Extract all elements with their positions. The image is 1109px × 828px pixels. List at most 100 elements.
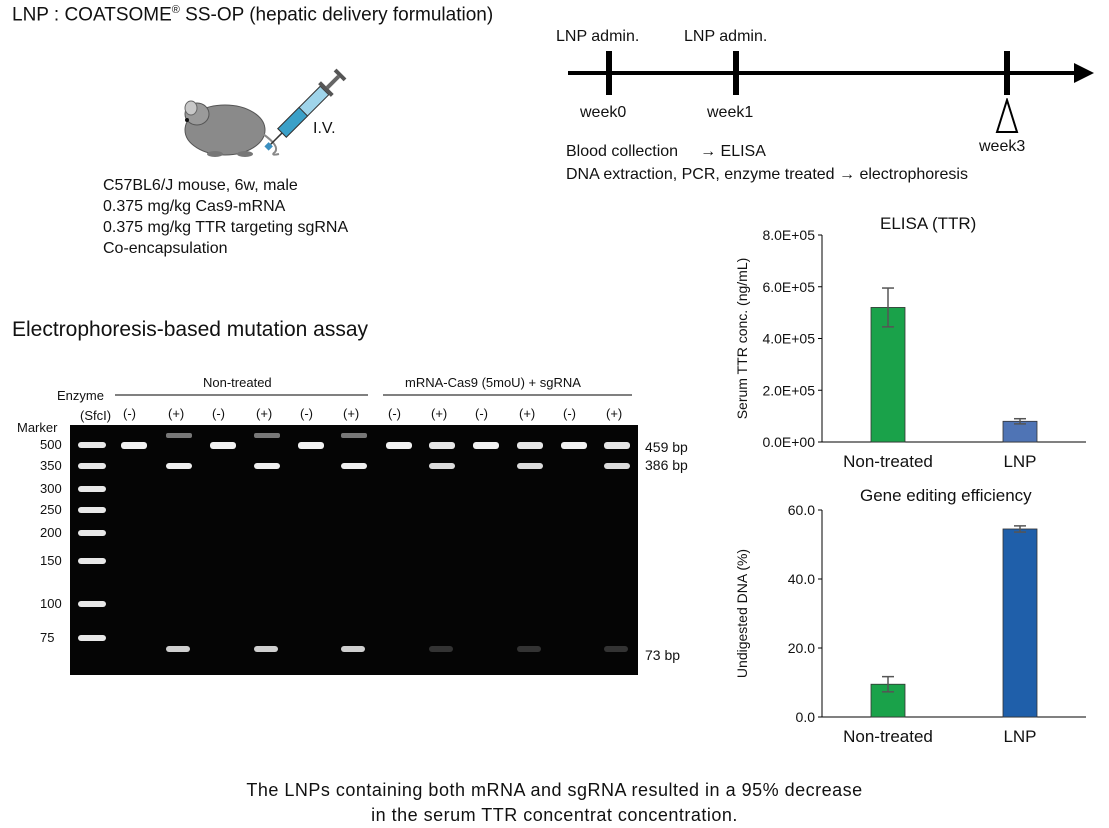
week-label-1: week1 <box>707 104 754 121</box>
sample-band-faint <box>254 433 280 438</box>
x-tick-label: Non-treated <box>843 727 933 746</box>
sample-band-73 <box>517 646 541 652</box>
marker-size-label: 75 <box>40 630 55 645</box>
sample-band-73 <box>166 646 190 652</box>
sample-band-73 <box>254 646 278 652</box>
gel-background <box>70 425 638 675</box>
timeline-axis <box>568 51 1094 95</box>
enzyme-name: (SfcI) <box>80 408 112 423</box>
mouse-injection-illustration <box>184 68 347 157</box>
marker-band <box>78 463 106 469</box>
condition-line: 0.375 mg/kg TTR targeting sgRNA <box>103 219 349 236</box>
conditions-list: C57BL6/J mouse, 6w, male 0.375 mg/kg Cas… <box>103 175 348 259</box>
sample-band-386 <box>341 463 367 469</box>
gel-image <box>70 425 638 675</box>
x-tick-label: Non-treated <box>843 452 933 471</box>
week-label-0: week0 <box>580 104 627 121</box>
sample-band-459 <box>298 442 324 449</box>
blood-collection-marker-icon <box>995 98 1019 133</box>
sample-band-459 <box>604 442 630 449</box>
y-tick-label: 20.0 <box>788 640 815 656</box>
chart-title-editing: Gene editing efficiency <box>860 486 1032 505</box>
group-label-lnp: mRNA-Cas9 (5moU) + sgRNA <box>405 375 581 390</box>
marker-size-label: 350 <box>40 458 62 473</box>
y-axis-label: Undigested DNA (%) <box>734 549 750 678</box>
y-tick-label: 6.0E+05 <box>762 279 815 295</box>
sample-band-386 <box>429 463 455 469</box>
enzyme-label: Enzyme <box>57 388 104 403</box>
sample-band-386 <box>254 463 280 469</box>
lane-label: (-) <box>388 406 401 421</box>
y-tick-label: 8.0E+05 <box>762 227 815 243</box>
y-tick-label: 40.0 <box>788 571 815 587</box>
lane-label: (+) <box>606 406 623 421</box>
y-tick-label: 0.0E+00 <box>762 434 815 450</box>
marker-band <box>78 601 106 607</box>
lane-label: (-) <box>563 406 576 421</box>
elisa-bar-chart: 0.0E+00 2.0E+05 4.0E+05 6.0E+05 8.0E+05 Serum… <box>734 227 1086 471</box>
sample-band-459 <box>517 442 543 449</box>
readout-dna: DNA extraction, PCR, enzyme treated → el… <box>566 166 968 183</box>
footer-line-1: The LNPs containing both mRNA and sgRNA … <box>246 780 863 800</box>
sample-band-386 <box>517 463 543 469</box>
y-axis-label: Serum TTR conc. (ng/mL) <box>734 258 750 420</box>
condition-line: Co-encapsulation <box>103 240 228 257</box>
lane-label: (+) <box>256 406 273 421</box>
chart-title-elisa: ELISA (TTR) <box>880 214 977 233</box>
footer-summary: The LNPs containing both mRNA and sgRNA … <box>0 778 1109 828</box>
condition-line: 0.375 mg/kg Cas9-mRNA <box>103 198 286 215</box>
band-label-459: 459 bp <box>645 439 688 455</box>
sample-band-459 <box>210 442 236 449</box>
marker-size-label: 100 <box>40 596 62 611</box>
marker-band <box>78 486 106 492</box>
marker-size-label: 500 <box>40 437 62 452</box>
marker-size-label: 200 <box>40 525 62 540</box>
bar <box>1002 528 1038 718</box>
y-tick-label: 4.0E+05 <box>762 331 815 347</box>
sample-band-459 <box>561 442 587 449</box>
lane-label: (-) <box>212 406 225 421</box>
sample-band-faint <box>166 433 192 438</box>
week-label-3: week3 <box>979 138 1026 155</box>
sample-band-459 <box>386 442 412 449</box>
sample-band-73 <box>604 646 628 652</box>
syringe-icon <box>264 68 347 151</box>
lane-label: (-) <box>123 406 136 421</box>
gel-section-title: Electrophoresis-based mutation assay <box>12 318 369 341</box>
group-brackets <box>115 394 632 396</box>
marker-band <box>78 635 106 641</box>
bar <box>870 307 906 443</box>
sample-band-386 <box>604 463 630 469</box>
footer-line-2: in the serum TTR concentrat concentratio… <box>371 805 738 825</box>
sample-band-386 <box>166 463 192 469</box>
editing-bar-chart: 0.0 20.0 40.0 60.0 Undigested DNA (%) Non-tre… <box>734 502 1086 746</box>
group-label-non-treated: Non-treated <box>203 375 272 390</box>
x-tick-label: LNP <box>1003 452 1036 471</box>
marker-band <box>78 530 106 536</box>
marker-band <box>78 442 106 448</box>
marker-label: Marker <box>17 420 58 435</box>
sample-band-459 <box>121 442 147 449</box>
sample-band-faint <box>341 433 367 438</box>
marker-size-label: 300 <box>40 481 62 496</box>
condition-line: C57BL6/J mouse, 6w, male <box>103 177 298 194</box>
band-label-386: 386 bp <box>645 457 688 473</box>
lane-label: (+) <box>168 406 185 421</box>
lane-label: (+) <box>431 406 448 421</box>
lane-label: (+) <box>519 406 536 421</box>
sample-band-73 <box>341 646 365 652</box>
admin-label-week1: LNP admin. <box>684 28 768 45</box>
y-tick-label: 60.0 <box>788 502 815 518</box>
marker-band <box>78 558 106 564</box>
sample-band-459 <box>429 442 455 449</box>
readout-blood: Blood collection → ELISA <box>566 143 766 160</box>
lane-label: (-) <box>475 406 488 421</box>
marker-size-label: 150 <box>40 553 62 568</box>
page-title: LNP : COATSOME® SS-OP (hepatic delivery … <box>12 4 494 26</box>
lane-label: (-) <box>300 406 313 421</box>
y-tick-label: 2.0E+05 <box>762 382 815 398</box>
marker-band <box>78 507 106 513</box>
band-label-73: 73 bp <box>645 647 681 663</box>
lane-label: (+) <box>343 406 360 421</box>
admin-label-week0: LNP admin. <box>556 28 640 45</box>
